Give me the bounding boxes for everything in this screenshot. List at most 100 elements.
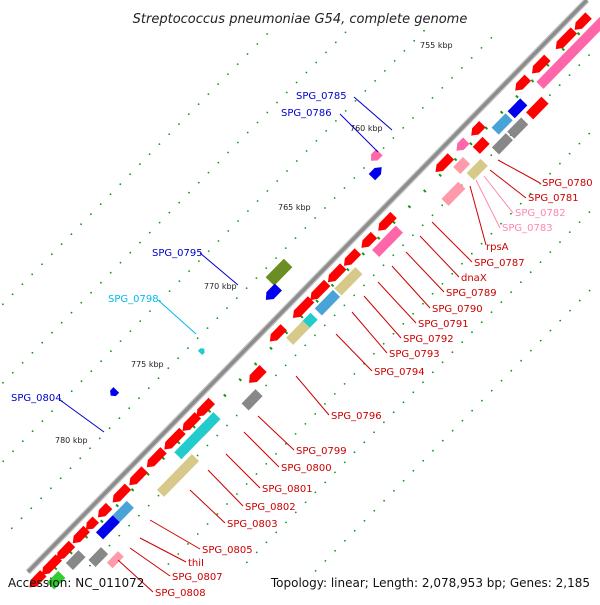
guide-dot: [431, 214, 434, 217]
gene-label-spg-0785[interactable]: SPG_0785: [296, 91, 347, 102]
gene-block: [561, 16, 600, 63]
guide-dot: [128, 407, 131, 410]
gene-label-spg-0804[interactable]: SPG_0804: [11, 393, 62, 404]
guide-dot: [284, 247, 287, 250]
guide-dot: [451, 77, 453, 79]
guide-dot: [344, 110, 347, 112]
guide-dot: [568, 152, 571, 155]
guide-dot: [412, 469, 415, 472]
guide-dot: [207, 250, 210, 253]
gene-label-spg-0800[interactable]: SPG_0800: [281, 463, 332, 474]
gene-label-spg-0783[interactable]: SPG_0783: [502, 223, 553, 234]
gene-label-spg-0807[interactable]: SPG_0807: [172, 572, 223, 583]
gene-label-thii[interactable]: thiI: [188, 558, 204, 569]
guide-dot: [432, 449, 434, 452]
guide-dot: [305, 71, 308, 74]
guide-dot: [108, 544, 111, 547]
tick-label-765: 765 kbp: [278, 203, 311, 212]
leader-line: [391, 265, 431, 309]
tick-mark: [223, 393, 227, 398]
gene-features: [29, 12, 600, 590]
guide-dot: [520, 281, 522, 284]
guide-dot: [530, 349, 532, 352]
gene-label-spg-0791[interactable]: SPG_0791: [418, 319, 469, 330]
guide-dot: [246, 561, 248, 564]
guide-dot: [480, 242, 483, 245]
gene-label-spg-0794[interactable]: SPG_0794: [374, 367, 425, 378]
gene-label-spg-0803[interactable]: SPG_0803: [227, 519, 278, 530]
gene-label-spg-0796[interactable]: SPG_0796: [331, 411, 382, 422]
guide-dot: [441, 361, 444, 364]
gene-label-spg-0790[interactable]: SPG_0790: [432, 304, 483, 315]
tick-mark: [238, 377, 242, 382]
guide-dot: [422, 459, 425, 462]
gene-block: [156, 454, 200, 497]
gene-block: [129, 466, 148, 486]
guide-dot: [481, 399, 483, 402]
gene-label-dnax[interactable]: dnaX: [461, 273, 487, 284]
gene-label-spg-0793[interactable]: SPG_0793: [389, 349, 440, 360]
guide-dot: [324, 207, 326, 209]
guide-dot: [30, 507, 33, 510]
gene-block: [196, 397, 216, 417]
guide-dot: [188, 191, 190, 194]
guide-dot: [168, 290, 171, 292]
guide-dot: [235, 297, 238, 299]
gene-label-spg-0795[interactable]: SPG_0795: [152, 248, 203, 259]
tick-label-760: 760 kbp: [350, 124, 383, 133]
gene-label-spg-0801[interactable]: SPG_0801: [262, 484, 313, 495]
gene-label-spg-0782[interactable]: SPG_0782: [515, 208, 566, 219]
guide-dot: [374, 80, 376, 82]
tick-mark: [469, 142, 473, 146]
guide-dot: [441, 204, 444, 207]
guide-dot: [128, 524, 131, 527]
guide-dot: [315, 61, 318, 64]
guide-dot: [41, 263, 43, 266]
guide-dot: [177, 553, 180, 555]
gene-label-spg-0802[interactable]: SPG_0802: [245, 502, 296, 513]
guide-dot: [393, 489, 395, 492]
guide-dot: [147, 387, 150, 390]
gene-block: [249, 365, 267, 383]
tick-mark: [453, 157, 458, 162]
gene-label-spg-0789[interactable]: SPG_0789: [446, 288, 497, 299]
guide-dot: [431, 97, 434, 99]
leader-line: [243, 431, 280, 468]
gene-label-spg-0781[interactable]: SPG_0781: [528, 193, 579, 204]
guide-dot: [138, 397, 140, 400]
gene-label-spg-0786[interactable]: SPG_0786: [281, 108, 332, 119]
guide-dot: [343, 304, 346, 307]
guide-dot: [441, 282, 444, 285]
label-leader-lines: [59, 96, 541, 593]
tick-mark: [576, 31, 581, 36]
leader-line: [189, 489, 226, 524]
gene-block: [197, 348, 205, 356]
guide-dot: [334, 471, 336, 474]
guide-dot: [60, 321, 63, 324]
tick-mark: [130, 488, 135, 492]
gene-label-spg-0805[interactable]: SPG_0805: [202, 545, 253, 556]
gene-label-rpsa[interactable]: rpsA: [486, 242, 509, 253]
gene-block: [97, 502, 113, 518]
gene-label-spg-0798[interactable]: SPG_0798: [108, 294, 159, 305]
gene-block: [532, 54, 551, 74]
guide-dot: [520, 359, 522, 362]
guide-dot: [343, 383, 346, 385]
gene-block: [112, 483, 132, 503]
gene-label-spg-0792[interactable]: SPG_0792: [403, 334, 454, 345]
guide-dot: [519, 202, 522, 205]
gene-block: [378, 211, 397, 231]
guide-dot: [187, 543, 189, 545]
guide-dot: [168, 211, 171, 214]
gene-block: [265, 258, 293, 286]
gene-label-spg-0799[interactable]: SPG_0799: [296, 446, 347, 457]
guide-dot: [324, 560, 327, 562]
gene-label-spg-0780[interactable]: SPG_0780: [542, 178, 593, 189]
guide-dot: [304, 227, 307, 229]
guide-dot: [353, 373, 356, 375]
guide-dot: [178, 201, 181, 204]
gene-block: [286, 320, 310, 345]
guide-dot: [422, 381, 424, 384]
gene-label-spg-0808[interactable]: SPG_0808: [155, 588, 206, 599]
gene-label-spg-0787[interactable]: SPG_0787: [474, 258, 525, 269]
